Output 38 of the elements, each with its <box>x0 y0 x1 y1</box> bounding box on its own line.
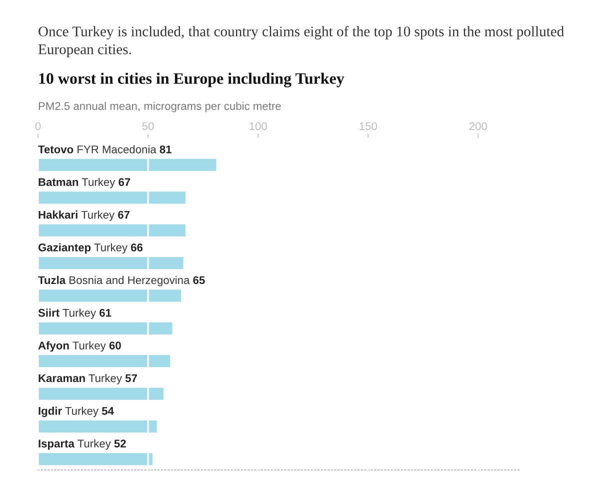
y-tick-label: Gaziantep Turkey <box>38 243 128 254</box>
y-tick-label: Tuzla Bosnia and Herzegovina <box>38 276 190 286</box>
bar <box>38 290 182 302</box>
y-tick-label: Igdir Turkey <box>38 406 98 418</box>
chart-title: 10 worst in cities in Europe including Turkey <box>39 72 344 88</box>
y-tick-label: Batman Turkey <box>38 178 116 188</box>
bar <box>38 420 157 433</box>
bar <box>38 453 152 466</box>
y-tick-label: Karaman Turkey <box>38 374 122 384</box>
bar <box>38 256 184 270</box>
y-tick-label: Tetovo FYR Macedonia <box>38 145 156 154</box>
data-label: 66 <box>131 244 143 252</box>
bar <box>38 224 186 236</box>
bar <box>38 192 186 204</box>
data-label: 52 <box>114 440 126 448</box>
data-label: 57 <box>125 374 137 382</box>
data-label: 61 <box>100 308 112 317</box>
chart-subtitle: PM2.5 annual mean, micrograms per cubic metre <box>38 102 281 112</box>
bar <box>38 355 170 368</box>
y-tick-label: Hakkari Turkey <box>38 210 115 221</box>
data-label: 65 <box>193 276 205 284</box>
bar <box>38 322 172 334</box>
data-label: 67 <box>118 178 130 186</box>
x-tick-label: 0 <box>35 122 41 130</box>
y-tick-label: Siirt Turkey <box>38 308 96 319</box>
y-tick-label: Isparta Turkey <box>38 439 111 450</box>
x-tick-label: 50 <box>142 122 154 130</box>
data-label: 60 <box>109 342 121 350</box>
data-label: 81 <box>160 145 172 154</box>
y-tick-label: Afyon Turkey <box>38 341 106 352</box>
bar <box>38 388 164 400</box>
data-label: 67 <box>118 210 130 219</box>
x-tick-label: 150 <box>360 122 377 130</box>
bar <box>38 158 216 172</box>
text: Once Turkey is included, that country claims eight of the top 10 spots in the most polluted European cities. <box>38 26 564 58</box>
x-tick-label: 200 <box>469 122 488 130</box>
data-label: 54 <box>102 407 114 415</box>
x-tick-label: 100 <box>250 122 267 130</box>
